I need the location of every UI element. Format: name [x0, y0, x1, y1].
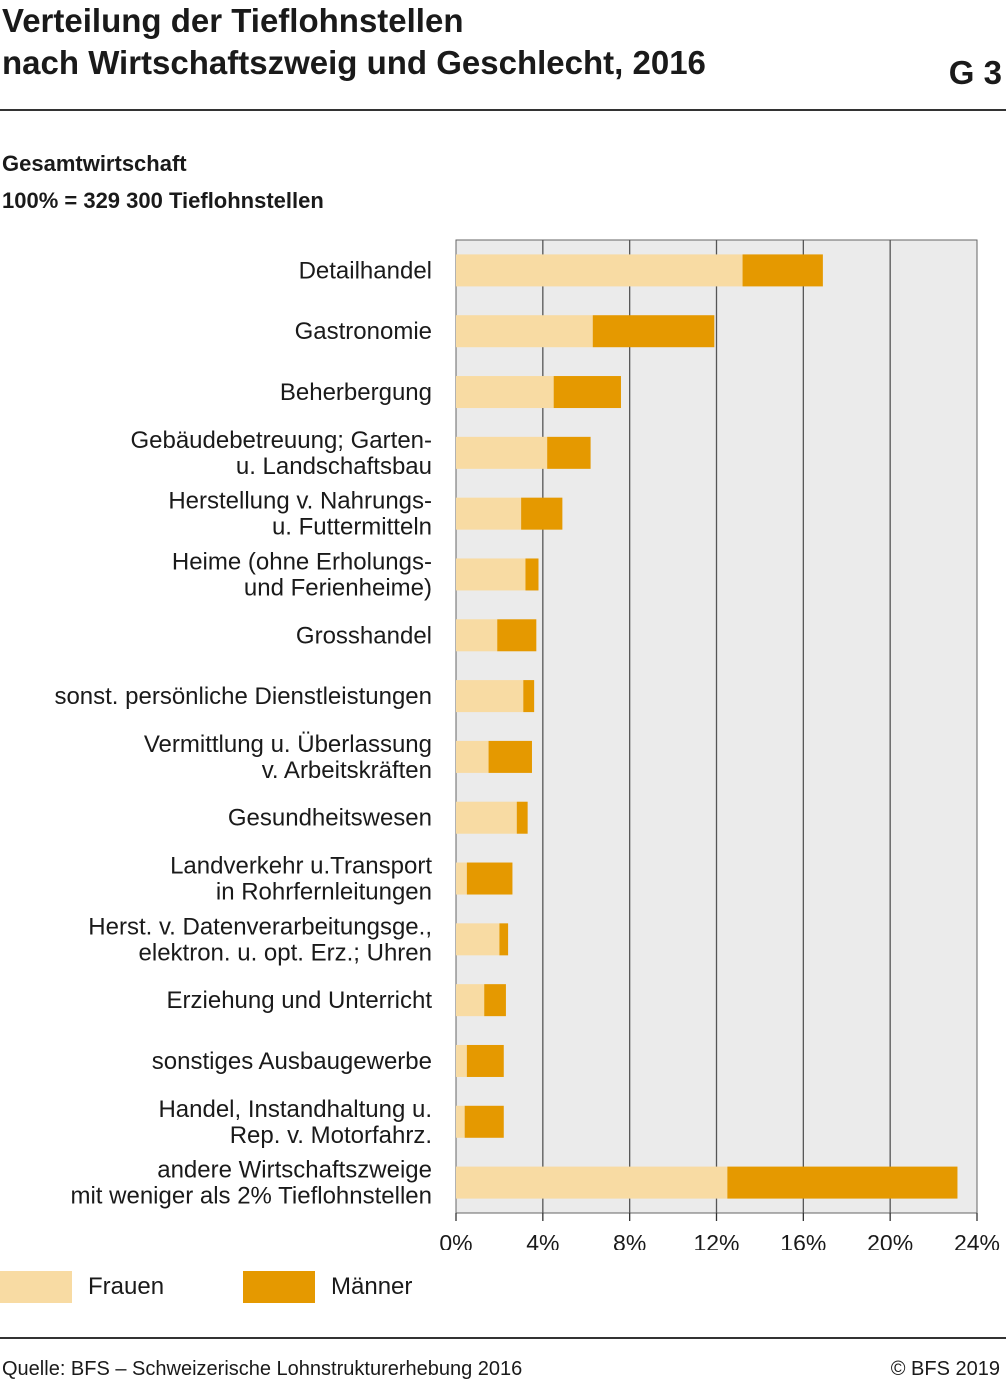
category-label: Gesundheitswesen — [228, 805, 432, 832]
category-label: sonst. persönliche Dienstleistungen — [54, 683, 432, 710]
bar-maenner — [592, 315, 715, 348]
bar-frauen — [456, 1044, 467, 1077]
bar-frauen — [456, 619, 498, 652]
footer-rule — [0, 1337, 1006, 1339]
category-label: Detailhandel — [299, 257, 432, 284]
bar-frauen — [456, 558, 526, 591]
bar-maenner — [547, 436, 591, 469]
bar-maenner — [521, 497, 563, 530]
bar-frauen — [456, 680, 524, 713]
bar-frauen — [456, 923, 500, 956]
category-label: in Rohrfernleitungen — [216, 879, 432, 906]
bar-maenner — [499, 923, 509, 956]
category-label: sonstiges Ausbaugewerbe — [152, 1048, 432, 1075]
category-label: Herstellung v. Nahrungs- — [168, 488, 432, 515]
category-label: andere Wirtschaftszweige — [157, 1157, 432, 1184]
bar-maenner — [464, 1105, 504, 1138]
bar-frauen — [456, 801, 517, 834]
bar-maenner — [466, 862, 513, 895]
subtitle-line2: 100% = 329 300 Tieflohnstellen — [2, 188, 324, 213]
title-rule — [0, 109, 1006, 111]
bar-maenner — [553, 376, 621, 409]
bar-chart: 0% 4% 8% 12% 16% 20% 24% Detailhandel Gastronomi… — [54, 239, 1000, 1250]
x-tick-label: 0% — [439, 1230, 472, 1250]
bar-frauen — [456, 984, 485, 1017]
category-label: u. Landschaftsbau — [236, 453, 432, 480]
category-label: Landverkehr u.Transport — [170, 853, 432, 880]
source-note: Quelle: BFS – Schweizerische Lohnstruktu… — [2, 1358, 523, 1380]
bar-maenner — [497, 619, 537, 652]
bar-frauen — [456, 254, 743, 287]
legend-swatch-maenner — [243, 1271, 315, 1303]
bar-maenner — [523, 680, 535, 713]
x-tick-label: 24% — [954, 1230, 1000, 1250]
legend-swatch-frauen — [0, 1271, 72, 1303]
legend-label-maenner: Männer — [331, 1273, 413, 1300]
legend-label-frauen: Frauen — [88, 1273, 165, 1300]
chart-subtitle: Gesamtwirtschaft 100% = 329 300 Tieflohn… — [2, 145, 324, 219]
category-label: Heime (ohne Erholungs- — [172, 548, 432, 575]
chart-title-line2: nach Wirtschaftszweig und Geschlecht, 20… — [2, 44, 706, 81]
category-label: elektron. u. opt. Erz.; Uhren — [139, 939, 432, 966]
category-label: u. Futtermitteln — [272, 514, 432, 541]
x-tick-label: 8% — [613, 1230, 646, 1250]
bar-frauen — [456, 1166, 728, 1199]
category-label: Gastronomie — [295, 318, 432, 345]
category-label: Herst. v. Datenverarbeitungsge., — [88, 913, 432, 940]
category-label: und Ferienheime) — [244, 574, 432, 601]
chart-title-line1: Verteilung der Tieflohnstellen — [2, 2, 464, 39]
category-label: Gebäudebetreuung; Garten- — [130, 427, 432, 454]
bar-frauen — [456, 376, 554, 409]
bar-maenner — [488, 740, 532, 773]
bar-maenner — [727, 1166, 958, 1199]
bar-frauen — [456, 740, 489, 773]
category-label: Rep. v. Motorfahrz. — [230, 1122, 432, 1149]
bar-maenner — [516, 801, 528, 834]
bar-frauen — [456, 497, 522, 530]
x-tick-label: 12% — [693, 1230, 739, 1250]
subtitle-line1: Gesamtwirtschaft — [2, 151, 187, 176]
copyright-note: © BFS 2019 — [890, 1358, 1000, 1380]
category-label: Handel, Instandhaltung u. — [158, 1096, 432, 1123]
bar-maenner — [525, 558, 539, 591]
bar-frauen — [456, 862, 467, 895]
bar-frauen — [456, 1105, 465, 1138]
figure-id: G 3 — [948, 54, 1002, 91]
x-tick-label: 16% — [780, 1230, 826, 1250]
category-label: mit weniger als 2% Tieflohnstellen — [70, 1183, 432, 1210]
x-tick-label: 4% — [526, 1230, 559, 1250]
category-label: v. Arbeitskräften — [262, 757, 432, 784]
category-label: Vermittlung u. Überlassung — [144, 731, 432, 758]
category-label: Erziehung und Unterricht — [167, 987, 433, 1014]
category-label: Beherbergung — [280, 379, 432, 406]
x-tick-label: 20% — [867, 1230, 913, 1250]
bar-frauen — [456, 315, 593, 348]
bar-maenner — [484, 984, 506, 1017]
bar-maenner — [466, 1044, 504, 1077]
bar-maenner — [742, 254, 823, 287]
chart-title: Verteilung der Tieflohnstellen nach Wirt… — [2, 0, 1002, 84]
category-label: Grosshandel — [296, 622, 432, 649]
bar-frauen — [456, 436, 548, 469]
